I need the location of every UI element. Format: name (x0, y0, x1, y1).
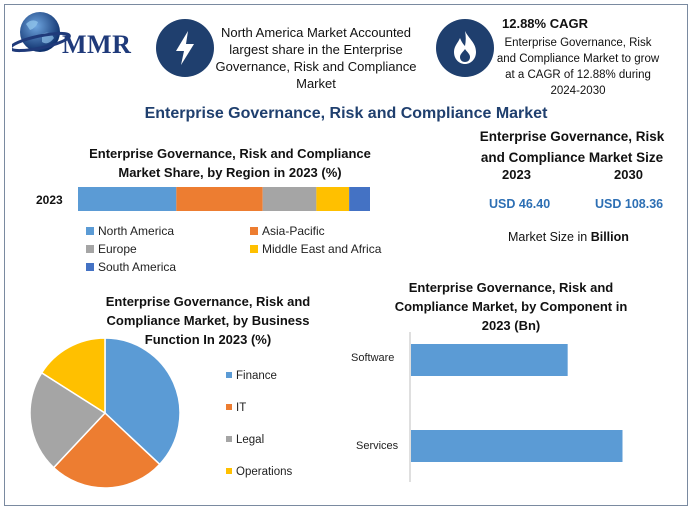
unit-bold: Billion (590, 230, 629, 244)
legend-swatch (86, 244, 94, 253)
lightning-bolt-icon (156, 19, 214, 77)
pie-slice-finance (104, 337, 181, 466)
legend-label: Operations (236, 466, 293, 478)
legend-swatch (250, 226, 258, 235)
legend-swatch (86, 226, 94, 235)
region-segment-north-america (78, 187, 177, 211)
region-segment-south-america (349, 187, 370, 211)
business-function-chart-title: Enterprise Governance, Risk and Complian… (105, 294, 311, 347)
unit-prefix: Market Size in (508, 230, 588, 244)
main-title: Enterprise Governance, Risk and Complian… (144, 105, 548, 122)
cagr-text: Enterprise Governance, Risk and Complian… (496, 37, 660, 97)
legend-swatch (250, 244, 258, 253)
pie-legend-it: IT (226, 400, 246, 414)
business-function-pie (29, 337, 181, 489)
component-label-software: Software (351, 352, 395, 364)
market-size-title: Enterprise Governance, Risk and Complian… (479, 129, 665, 165)
year-2030-label: 2030 (614, 167, 643, 182)
legend-label: Legal (236, 434, 265, 446)
legend-label: North America (98, 224, 175, 238)
infographic-frame (4, 4, 688, 506)
year-2023-label: 2023 (502, 167, 531, 182)
region-segment-middle-east-and-africa (316, 187, 350, 211)
legend-label: Europe (98, 242, 137, 256)
pie-legend-legal: Legal (226, 432, 264, 446)
legend-swatch (226, 403, 232, 410)
legend-label: Middle East and Africa (262, 242, 382, 256)
region-legend-south-america: South America (86, 260, 176, 274)
cagr-title: 12.88% CAGR (502, 16, 588, 31)
legend-swatch (226, 435, 232, 442)
value-2023: USD 46.40 (489, 197, 551, 211)
region-year-label: 2023 (36, 193, 63, 207)
region-stacked-bar (78, 187, 370, 211)
legend-swatch (226, 371, 232, 378)
region-legend-europe: Europe (86, 242, 137, 256)
market-size-unit: Market Size in Billion (508, 230, 629, 244)
region-legend-middle-east-and-africa: Middle East and Africa (250, 242, 381, 256)
pie-slice-operations (40, 337, 106, 415)
component-label-services: Services (356, 440, 399, 452)
legend-label: IT (236, 402, 247, 414)
logo: MMR (9, 8, 142, 64)
region-segment-asia-pacific (176, 187, 263, 211)
pie-slice-it (52, 411, 161, 489)
legend-swatch (226, 467, 232, 474)
component-bar-software (411, 344, 568, 376)
region-legend-asia-pacific: Asia-Pacific (250, 224, 325, 238)
flame-icon (436, 19, 494, 77)
business-function-legend: Finance IT Legal Operations (226, 368, 346, 488)
component-chart-title: Enterprise Governance, Risk and Complian… (394, 280, 628, 333)
legend-swatch (86, 262, 94, 271)
legend-label: Asia-Pacific (262, 224, 325, 238)
region-chart-title: Enterprise Governance, Risk and Complian… (89, 146, 371, 180)
logo-text: MMR (62, 30, 132, 59)
region-legend-north-america: North America (86, 224, 174, 238)
pie-legend-operations: Operations (226, 464, 292, 478)
component-bar-services (411, 430, 623, 462)
pie-slice-legal (29, 371, 107, 469)
info-text: North America Market Accounted largest s… (215, 25, 417, 91)
component-bar-chart (409, 332, 623, 482)
region-legend: North America Asia-Pacific Europe Middle Ea… (86, 224, 406, 280)
region-segment-europe (262, 187, 317, 211)
pie-legend-finance: Finance (226, 368, 277, 382)
value-2030: USD 108.36 (595, 197, 664, 211)
legend-label: South America (98, 260, 177, 274)
legend-label: Finance (236, 370, 277, 382)
